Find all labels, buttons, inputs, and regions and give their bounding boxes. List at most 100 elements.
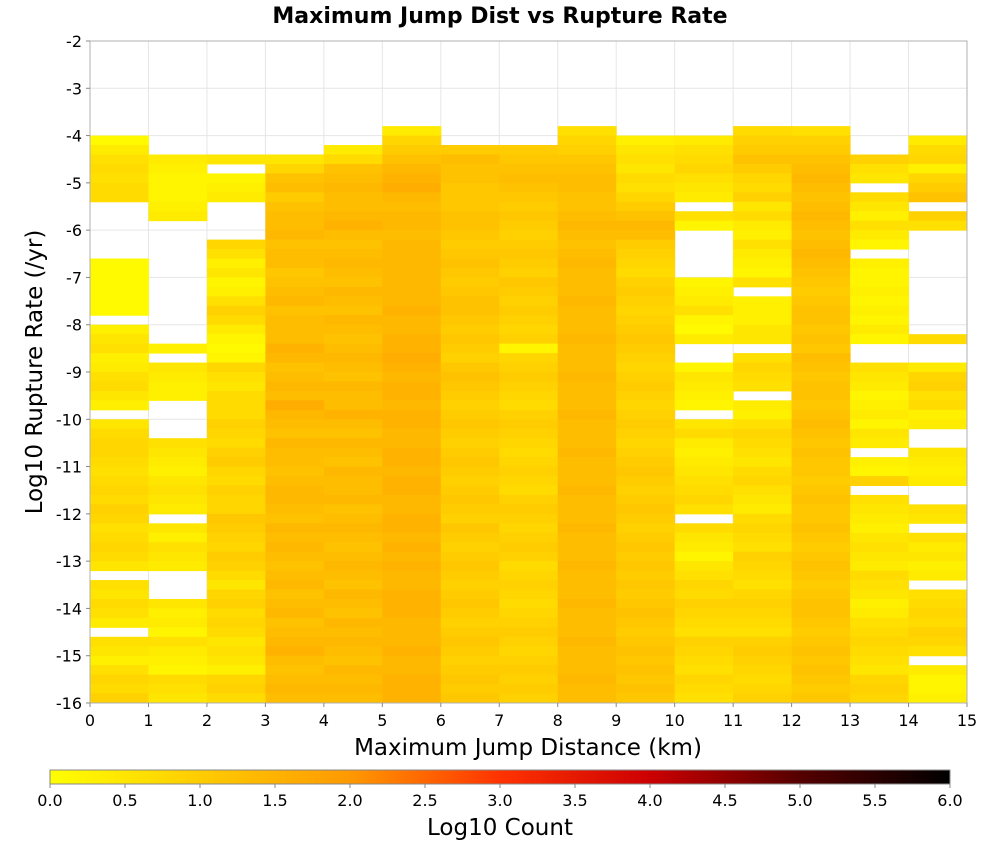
- heatmap-cell: [148, 154, 208, 165]
- heatmap-cell: [382, 494, 442, 505]
- heatmap-cell: [850, 542, 910, 553]
- heatmap-cell: [382, 324, 442, 335]
- heatmap-cell: [382, 551, 442, 562]
- heatmap-cell: [323, 532, 383, 543]
- heatmap-cell: [206, 504, 266, 515]
- heatmap-cell: [791, 286, 851, 297]
- heatmap-cell: [265, 305, 325, 316]
- heatmap-cell: [850, 324, 910, 335]
- heatmap-cell: [791, 655, 851, 666]
- heatmap-cell: [90, 684, 149, 695]
- heatmap-cell: [499, 551, 559, 562]
- heatmap-cell: [499, 343, 559, 354]
- heatmap-cell: [382, 598, 442, 609]
- heatmap-cell: [440, 334, 500, 345]
- heatmap-cell: [206, 154, 266, 165]
- heatmap-cell: [850, 466, 910, 477]
- heatmap-cell: [323, 296, 383, 307]
- heatmap-cell: [674, 315, 734, 326]
- heatmap-cell: [382, 296, 442, 307]
- heatmap-cell: [791, 646, 851, 657]
- heatmap-cell: [616, 372, 676, 382]
- heatmap-cell: [265, 428, 325, 439]
- y-tick-label: -14: [56, 599, 82, 618]
- heatmap-cell: [90, 145, 149, 155]
- heatmap-cell: [440, 504, 500, 515]
- heatmap-cell: [850, 627, 910, 638]
- heatmap-cell: [674, 182, 734, 193]
- colorbar-label: Log10 Count: [427, 815, 573, 841]
- heatmap-cell: [674, 324, 734, 335]
- heatmap-cell: [90, 494, 149, 505]
- heatmap-cell: [323, 267, 383, 278]
- heatmap-cell: [733, 201, 793, 212]
- heatmap-cell: [265, 182, 325, 193]
- heatmap-cell: [323, 334, 383, 345]
- heatmap-cell: [557, 400, 617, 411]
- heatmap-cell: [148, 551, 208, 562]
- heatmap-cell: [206, 627, 266, 638]
- heatmap-cell: [557, 438, 617, 449]
- heatmap-cell: [382, 154, 442, 165]
- heatmap-cell: [733, 277, 793, 288]
- heatmap-cell: [557, 390, 617, 401]
- heatmap-cell: [440, 617, 500, 628]
- heatmap-cell: [323, 372, 383, 382]
- heatmap-cell: [733, 665, 793, 676]
- heatmap-cell: [90, 542, 149, 553]
- heatmap-cell: [791, 305, 851, 316]
- heatmap-cell: [90, 589, 149, 600]
- heatmap-cell: [323, 353, 383, 364]
- heatmap-cell: [206, 267, 266, 278]
- heatmap-cell: [791, 457, 851, 468]
- heatmap-cell: [850, 220, 910, 231]
- heatmap-cell: [557, 466, 617, 477]
- heatmap-cell: [850, 693, 910, 704]
- heatmap-cell: [908, 589, 968, 600]
- heatmap-cell: [382, 145, 442, 155]
- heatmap-cell: [499, 192, 559, 203]
- heatmap-cell: [908, 419, 968, 430]
- heatmap-cell: [265, 532, 325, 543]
- heatmap-cell: [148, 684, 208, 695]
- heatmap-cell: [674, 589, 734, 600]
- heatmap-cell: [791, 419, 851, 430]
- heatmap-cell: [850, 665, 910, 676]
- heatmap-cell: [382, 570, 442, 581]
- heatmap-cell: [850, 201, 910, 212]
- heatmap-cell: [733, 627, 793, 638]
- heatmap-cell: [206, 258, 266, 269]
- heatmap-cell: [791, 324, 851, 335]
- heatmap-cell: [440, 390, 500, 401]
- y-tick-label: -12: [56, 505, 82, 524]
- heatmap-cell: [382, 390, 442, 401]
- heatmap-cell: [323, 428, 383, 439]
- heatmap-cell: [674, 438, 734, 449]
- heatmap-cell: [382, 617, 442, 628]
- heatmap-cell: [791, 598, 851, 609]
- heatmap-cell: [733, 305, 793, 316]
- heatmap-cell: [850, 504, 910, 515]
- heatmap-cell: [499, 230, 559, 241]
- heatmap-cell: [733, 580, 793, 591]
- heatmap-cell: [440, 239, 500, 250]
- heatmap-cell: [382, 636, 442, 647]
- heatmap-cell: [323, 693, 383, 704]
- heatmap-cell: [733, 485, 793, 496]
- heatmap-cell: [674, 192, 734, 203]
- heatmap-cell: [499, 428, 559, 439]
- heatmap-cell: [791, 230, 851, 241]
- heatmap-cell: [323, 513, 383, 524]
- heatmap-cell: [499, 608, 559, 619]
- heatmap-cell: [206, 362, 266, 373]
- heatmap-cell: [791, 267, 851, 278]
- heatmap-cell: [557, 163, 617, 174]
- heatmap-cell: [850, 513, 910, 524]
- heatmap-cell: [90, 447, 149, 458]
- x-tick-label: 15: [957, 711, 977, 730]
- heatmap-cell: [557, 608, 617, 619]
- heatmap-cell: [791, 372, 851, 382]
- heatmap-cell: [382, 343, 442, 354]
- heatmap-cell: [850, 315, 910, 326]
